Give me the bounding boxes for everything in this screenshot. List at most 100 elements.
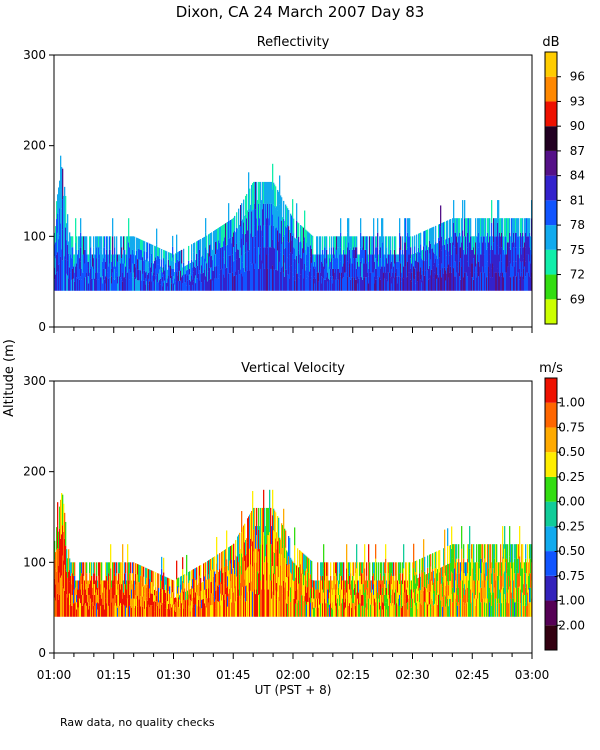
data-cell <box>401 281 403 291</box>
data-cell <box>112 580 114 599</box>
data-cell <box>453 592 455 617</box>
data-cell <box>495 236 497 255</box>
data-cell <box>296 238 298 256</box>
data-cell <box>170 610 172 617</box>
data-cell <box>258 594 260 617</box>
data-cell <box>365 589 367 599</box>
data-cell <box>259 594 261 617</box>
data-cell <box>382 602 384 610</box>
data-cell <box>149 597 151 608</box>
data-cell <box>166 590 168 604</box>
data-cell <box>439 550 441 573</box>
data-cell <box>292 579 294 599</box>
data-cell <box>403 592 405 617</box>
data-cell <box>192 579 194 589</box>
data-cell <box>516 247 518 262</box>
data-cell <box>175 602 177 608</box>
data-cell <box>207 262 209 272</box>
data-cell <box>324 268 326 280</box>
data-cell <box>148 261 150 268</box>
data-cell <box>310 279 312 291</box>
data-cell <box>100 573 102 585</box>
data-cell <box>79 598 81 617</box>
data-cell <box>372 603 374 617</box>
data-cell <box>343 580 345 599</box>
data-cell <box>124 584 126 595</box>
data-cell <box>413 592 415 617</box>
colorbar-label: -2.00 <box>554 618 585 632</box>
data-cell <box>72 594 74 606</box>
data-cell <box>421 282 423 291</box>
data-cell <box>179 280 181 291</box>
data-cell <box>527 254 529 273</box>
data-cell <box>64 564 66 591</box>
data-cell <box>139 582 141 600</box>
data-cell <box>382 594 384 603</box>
data-cell <box>500 218 502 237</box>
data-cell <box>397 268 399 277</box>
data-cell <box>188 275 190 291</box>
data-cell <box>112 236 114 255</box>
data-cell <box>486 236 488 250</box>
data-cell <box>129 584 131 595</box>
data-cell <box>267 589 269 617</box>
data-cell <box>362 573 364 585</box>
data-cell <box>151 244 153 254</box>
data-cell <box>481 272 483 291</box>
data-cell <box>412 254 414 273</box>
data-cell <box>199 280 201 291</box>
data-cell <box>339 254 341 273</box>
data-cell <box>388 562 390 574</box>
data-cell <box>364 592 366 617</box>
data-cell <box>80 232 82 248</box>
data-cell <box>156 606 158 612</box>
data-cell <box>473 562 475 581</box>
data-cell <box>167 608 169 617</box>
data-cell <box>290 271 292 291</box>
data-cell <box>335 258 337 269</box>
data-cell <box>447 267 449 291</box>
data-cell <box>253 551 255 574</box>
data-cell <box>356 568 358 593</box>
data-cell <box>165 264 167 278</box>
data-cell <box>215 582 217 592</box>
data-cell <box>191 585 193 602</box>
data-cell <box>258 268 260 291</box>
data-cell <box>260 268 262 291</box>
footnote: Raw data, no quality checks <box>60 716 215 729</box>
data-cell <box>444 244 446 268</box>
data-cell <box>407 594 409 603</box>
data-cell <box>105 283 107 291</box>
data-cell <box>102 283 104 291</box>
data-cell <box>188 260 190 276</box>
data-cell <box>316 580 318 590</box>
data-cell <box>248 172 250 212</box>
data-cell <box>277 250 279 271</box>
data-cell <box>150 570 152 582</box>
data-cell <box>346 544 348 569</box>
data-cell <box>430 604 432 617</box>
data-cell <box>283 200 285 219</box>
data-cell <box>419 587 421 603</box>
data-cell <box>125 605 127 617</box>
data-cell <box>211 558 213 571</box>
data-cell <box>221 568 223 585</box>
data-cell <box>292 272 294 291</box>
data-cell <box>250 512 252 539</box>
data-cell <box>290 213 292 233</box>
data-cell <box>194 597 196 608</box>
data-cell <box>354 263 356 278</box>
data-cell <box>165 600 167 609</box>
data-cell <box>414 268 416 280</box>
data-cell <box>183 583 185 592</box>
data-cell <box>227 576 229 587</box>
data-cell <box>513 598 515 617</box>
data-cell <box>272 591 274 617</box>
data-cell <box>431 589 433 599</box>
data-cell <box>441 600 443 617</box>
data-cell <box>157 584 159 595</box>
data-cell <box>443 256 445 274</box>
data-cell <box>332 261 334 269</box>
data-cell <box>293 233 295 248</box>
data-cell <box>464 584 466 595</box>
